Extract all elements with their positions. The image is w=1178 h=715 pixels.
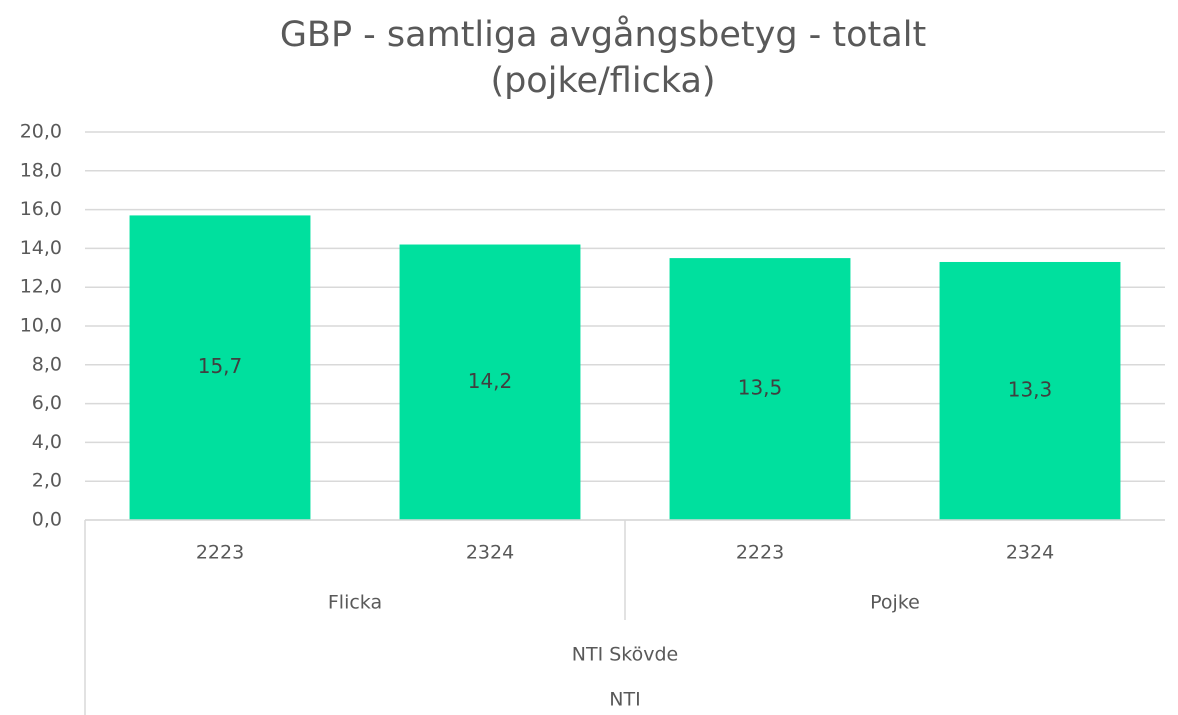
group-label: Pojke (870, 592, 920, 614)
y-tick-label: 16,0 (20, 198, 62, 220)
x-tick-label: 2324 (1006, 542, 1054, 564)
y-tick-label: 6,0 (32, 392, 62, 414)
data-label: 14,2 (468, 369, 513, 393)
x-tick-label: 2223 (196, 542, 244, 564)
y-tick-label: 4,0 (32, 431, 62, 453)
x-tick-label: 2324 (466, 542, 514, 564)
group-label: NTI Skövde (572, 644, 678, 666)
y-tick-label: 18,0 (20, 159, 62, 181)
y-tick-label: 10,0 (20, 315, 62, 337)
x-tick-label: 2223 (736, 542, 784, 564)
chart-title: (pojke/flicka) (490, 61, 715, 101)
y-tick-label: 12,0 (20, 276, 62, 298)
bar (669, 258, 851, 520)
y-tick-label: 20,0 (20, 121, 62, 143)
chart-title: GBP - samtliga avgångsbetyg - totalt (280, 14, 926, 55)
data-label: 15,7 (198, 354, 243, 378)
group-label: NTI (609, 689, 640, 711)
y-tick-label: 0,0 (32, 509, 62, 531)
bar (939, 261, 1121, 520)
data-label: 13,5 (738, 376, 783, 400)
y-tick-label: 8,0 (32, 353, 62, 375)
bar (129, 215, 311, 521)
y-tick-label: 2,0 (32, 470, 62, 492)
group-label: Flicka (328, 592, 382, 614)
bar (399, 244, 581, 520)
y-tick-label: 14,0 (20, 237, 62, 259)
data-label: 13,3 (1008, 377, 1053, 401)
